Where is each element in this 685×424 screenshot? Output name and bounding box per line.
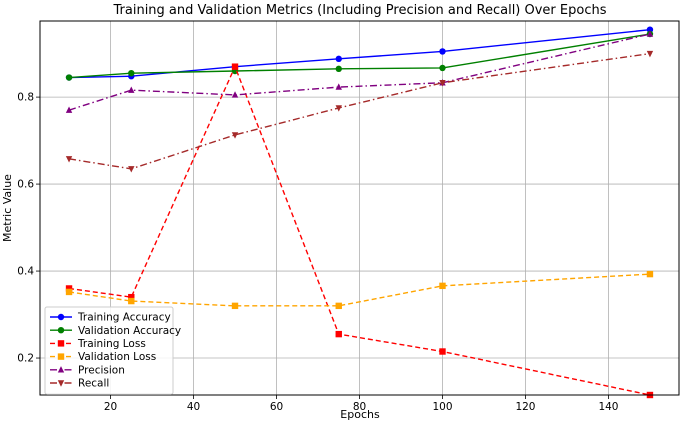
series-precision	[65, 30, 654, 113]
data-point	[335, 83, 342, 90]
x-tick-label: 140	[598, 401, 618, 413]
x-tick-label: 60	[270, 401, 283, 413]
x-axis-title: Epochs	[340, 408, 380, 421]
y-tick-label: 0.8	[17, 92, 34, 104]
data-point	[128, 166, 135, 173]
data-point	[65, 106, 73, 113]
chart-title: Training and Validation Metrics (Includi…	[113, 3, 607, 18]
x-tick-label: 100	[432, 401, 452, 413]
data-point	[128, 86, 135, 93]
series-layer	[65, 26, 654, 399]
legend-swatch-marker	[57, 327, 65, 334]
series-line	[68, 64, 651, 396]
data-point	[128, 293, 135, 301]
data-point	[335, 65, 342, 73]
data-point	[439, 64, 446, 72]
x-tick-label: 40	[187, 401, 200, 413]
data-point	[128, 69, 135, 77]
tick-layer: 20 40 60 80 100 120 140 0.2 0.4 0.6 0.8	[17, 92, 618, 413]
legend-label: Validation Accuracy	[78, 325, 181, 337]
data-point	[439, 348, 446, 355]
data-point	[231, 63, 239, 70]
data-point	[646, 270, 654, 278]
data-point	[439, 48, 446, 55]
legend-swatch-marker	[57, 340, 65, 347]
x-tick-label: 80	[353, 401, 366, 413]
data-point	[65, 285, 73, 292]
data-point	[439, 282, 446, 290]
data-point	[646, 30, 654, 37]
data-point	[335, 302, 342, 310]
grid-layer	[40, 21, 679, 395]
data-point	[128, 297, 135, 305]
legend-label: Training Accuracy	[77, 312, 171, 324]
legend-item: Validation Accuracy	[50, 325, 181, 337]
legend-item: Precision	[50, 364, 125, 376]
y-tick-label: 0.4	[17, 266, 34, 278]
data-point	[231, 302, 239, 310]
legend-label: Validation Loss	[78, 351, 156, 363]
series-line	[68, 273, 650, 307]
series-line	[68, 52, 651, 170]
data-point	[231, 91, 239, 98]
legend-swatch-marker	[57, 353, 65, 360]
series-validation-accuracy	[65, 30, 654, 81]
legend-label: Recall	[78, 378, 109, 390]
x-tick-label: 120	[515, 401, 535, 413]
legend-swatch-marker	[57, 313, 65, 321]
legend-item: Recall	[50, 378, 109, 390]
legend-swatch-marker	[57, 366, 65, 373]
y-axis-title: Metric Value	[1, 174, 14, 242]
data-point	[65, 288, 73, 296]
data-point	[335, 55, 342, 63]
data-point	[439, 80, 446, 87]
series-recall	[65, 50, 654, 173]
legend-swatch-marker	[57, 380, 65, 387]
data-point	[231, 132, 239, 139]
legend-box	[44, 306, 174, 395]
data-point	[65, 74, 73, 81]
series-line	[69, 29, 651, 79]
x-tick-label: 20	[104, 401, 117, 413]
legend-item: Training Accuracy	[50, 312, 171, 324]
legend-item: Validation Loss	[50, 351, 156, 363]
data-point	[335, 105, 342, 112]
series-line	[68, 33, 651, 79]
data-point	[65, 156, 73, 163]
series-line	[68, 33, 651, 111]
legend-label: Training Loss	[77, 338, 146, 350]
legend-label: Precision	[78, 364, 125, 376]
y-tick-label: 0.6	[17, 179, 34, 191]
data-point	[646, 50, 654, 58]
legend-item: Training Loss	[50, 338, 146, 350]
data-point	[335, 330, 342, 338]
y-tick-label: 0.2	[17, 353, 34, 365]
series-validation-loss	[65, 270, 654, 310]
